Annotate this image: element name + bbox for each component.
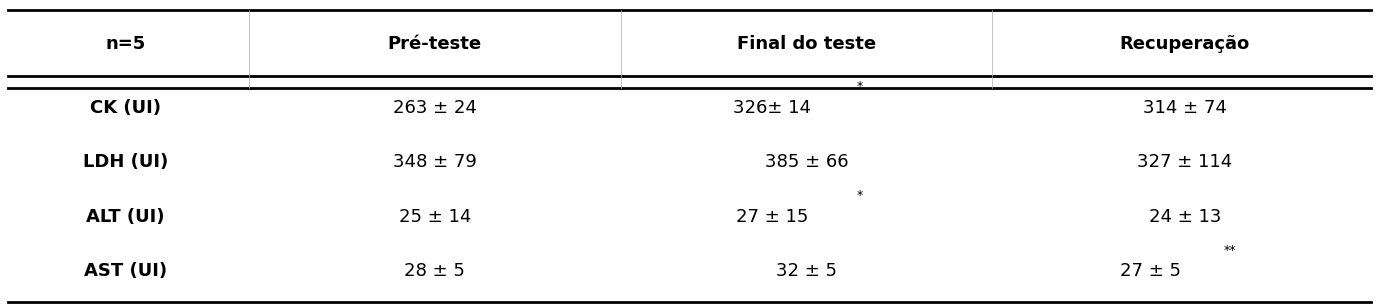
Text: Recuperação: Recuperação: [1120, 35, 1251, 53]
Text: 327 ± 114: 327 ± 114: [1138, 153, 1233, 171]
Text: *: *: [856, 189, 863, 202]
Text: Pré-teste: Pré-teste: [387, 35, 483, 53]
Text: 24 ± 13: 24 ± 13: [1149, 208, 1222, 226]
Text: *: *: [856, 80, 863, 93]
Text: **: **: [1225, 244, 1237, 256]
Text: 326± 14: 326± 14: [734, 99, 811, 117]
Text: 32 ± 5: 32 ± 5: [776, 262, 837, 280]
Text: ALT (UI): ALT (UI): [85, 208, 164, 226]
Text: 314 ± 74: 314 ± 74: [1143, 99, 1227, 117]
Text: LDH (UI): LDH (UI): [83, 153, 168, 171]
Text: n=5: n=5: [105, 35, 145, 53]
Text: 27 ± 15: 27 ± 15: [736, 208, 808, 226]
Text: 27 ± 5: 27 ± 5: [1120, 262, 1180, 280]
Text: Final do teste: Final do teste: [736, 35, 876, 53]
Text: 385 ± 66: 385 ± 66: [765, 153, 848, 171]
Text: AST (UI): AST (UI): [84, 262, 167, 280]
Text: 28 ± 5: 28 ± 5: [404, 262, 465, 280]
Text: CK (UI): CK (UI): [90, 99, 161, 117]
Text: 348 ± 79: 348 ± 79: [393, 153, 477, 171]
Text: 263 ± 24: 263 ± 24: [393, 99, 477, 117]
Text: 25 ± 14: 25 ± 14: [399, 208, 472, 226]
